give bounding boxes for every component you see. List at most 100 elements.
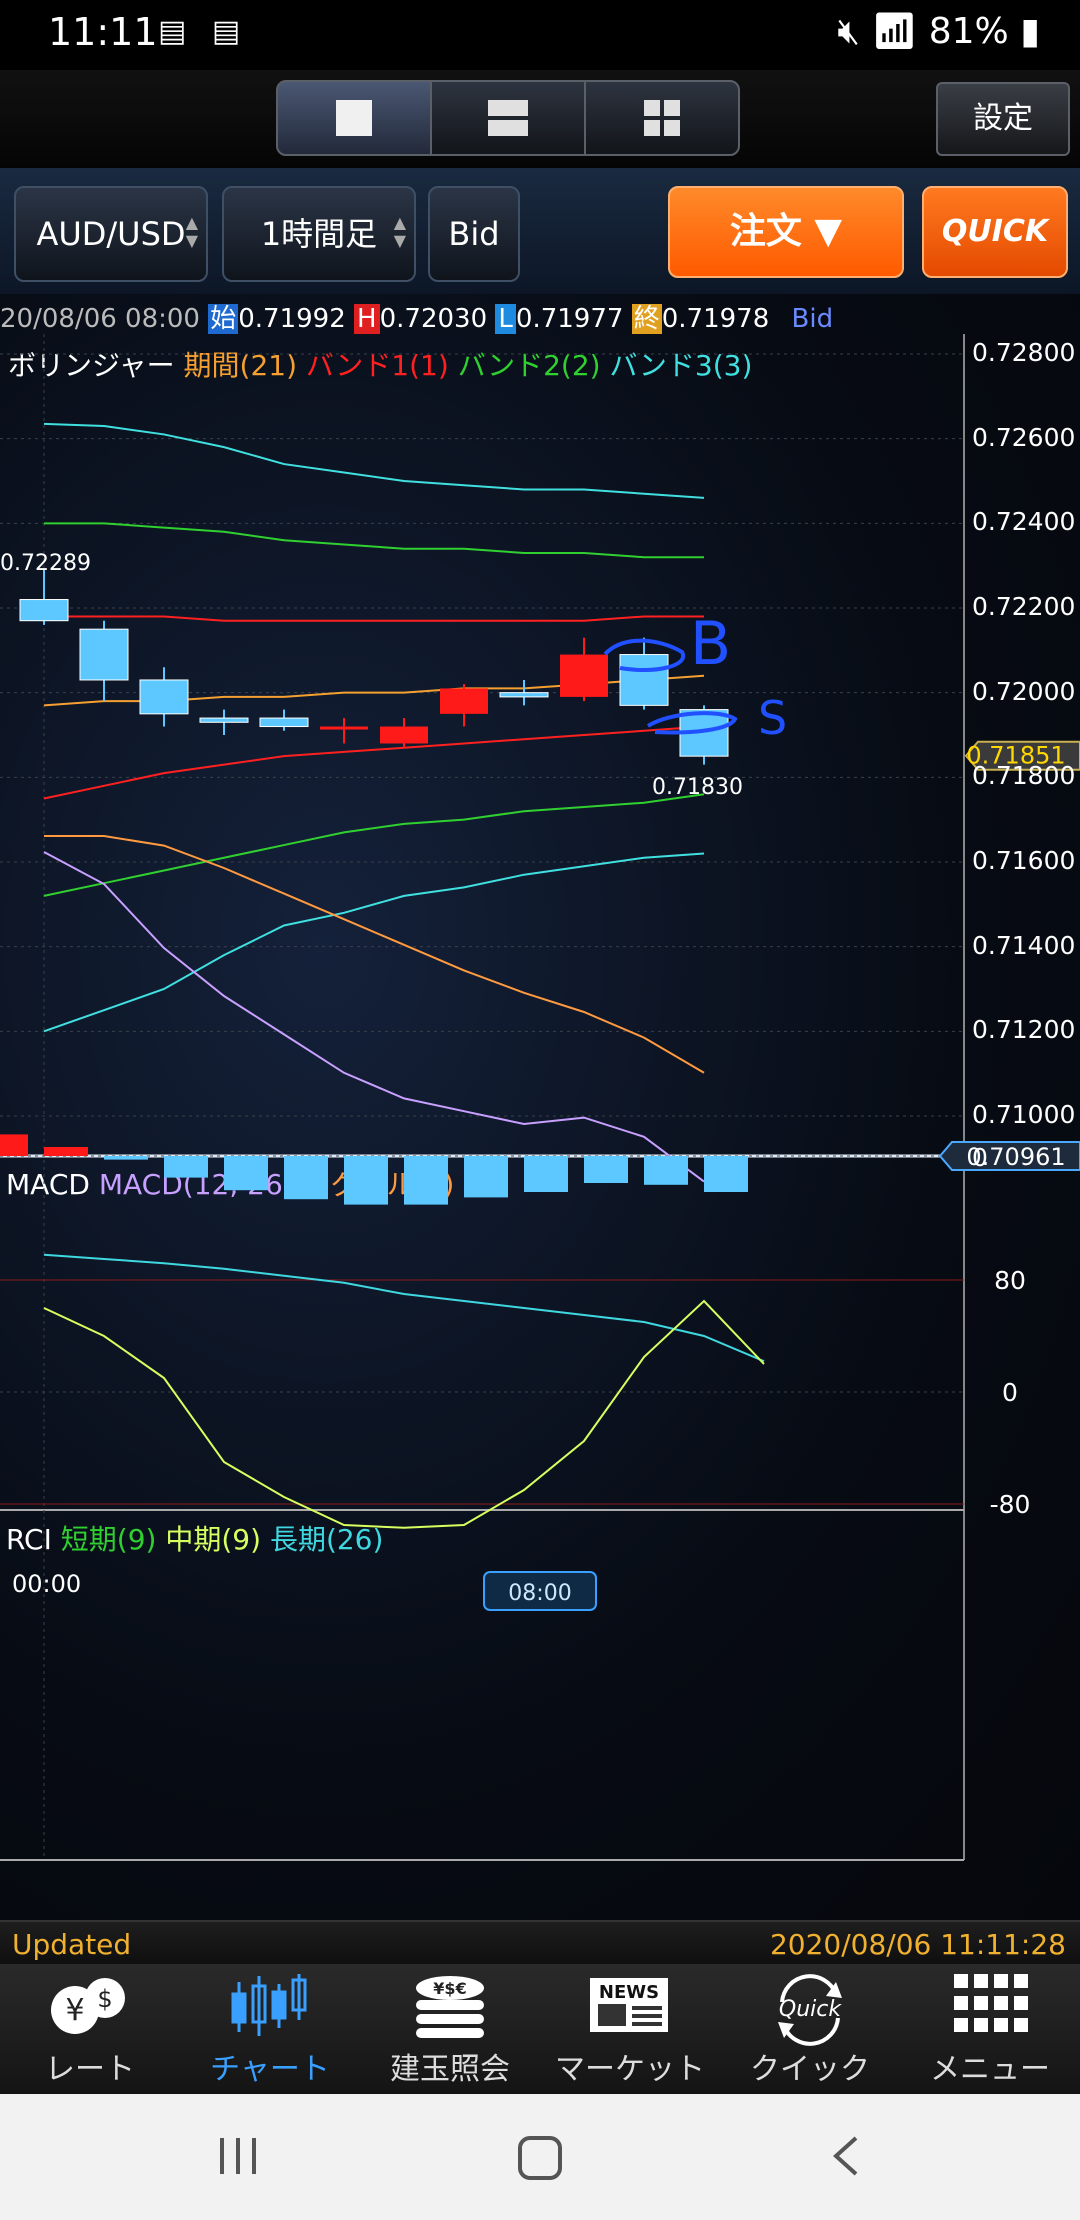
- price-tick-label: 0.72200: [972, 592, 1076, 621]
- nav-quick[interactable]: Quick クイック: [720, 1964, 900, 2094]
- macd-histogram-bar: [44, 1147, 88, 1156]
- spinner-icon: ▲ ▼: [185, 213, 198, 250]
- ohlc-readout: 20/08/06 08:00 始0.71992 H 0.72030 L 0.7197…: [0, 298, 833, 335]
- nav-market[interactable]: NEWS マーケット: [540, 1964, 720, 2094]
- nav-label: 建玉照会: [390, 2052, 510, 2087]
- layout-bar: 設定: [0, 70, 1080, 168]
- nav-positions[interactable]: ¥$€ 建玉照会: [360, 1964, 540, 2094]
- candle-body: [440, 688, 488, 714]
- bb-lower1-line: [43, 725, 705, 800]
- bb-upper2-line: [44, 522, 704, 559]
- candle-body: [139, 679, 189, 715]
- spinner-icon: ▲ ▼: [393, 213, 406, 250]
- low-price-label: 0.71830: [652, 775, 743, 800]
- status-right: 🔇︎ 📶︎ 81% ▮: [837, 10, 1040, 53]
- nav-label: マーケット: [555, 2052, 705, 2087]
- x-crosshair-tag: [483, 1571, 597, 1611]
- rci-tick-label: 80: [994, 1266, 1026, 1295]
- low-tag: L: [495, 304, 516, 334]
- settings-button[interactable]: 設定: [936, 82, 1070, 156]
- home-icon[interactable]: [516, 2134, 564, 2182]
- timeframe-label: 1時間足: [260, 215, 378, 253]
- macd-title: MACD: [6, 1168, 90, 1201]
- macd-histogram-bar: [584, 1156, 628, 1183]
- layout-split-button[interactable]: [430, 80, 586, 156]
- coins-icon: ¥$€: [416, 1976, 484, 2038]
- layout-single-button[interactable]: [276, 80, 432, 156]
- macd-histogram-bar: [284, 1156, 328, 1200]
- high-tag: H: [354, 304, 380, 334]
- open-value: 0.71992: [238, 304, 346, 334]
- candle-body: [199, 717, 249, 723]
- battery-level: 81%: [928, 11, 1009, 52]
- system-nav-bar: [0, 2094, 1080, 2220]
- price-tick-label: 0.71400: [972, 930, 1076, 960]
- macd-histogram-bar: [224, 1156, 268, 1191]
- high-price-label: 0.72289: [0, 551, 91, 576]
- rci-mid: 中期(9): [165, 1523, 262, 1556]
- macd-histogram-bar: [0, 1134, 28, 1156]
- nav-label: チャート: [210, 2052, 330, 2087]
- rci-tick-label: -80: [990, 1490, 1031, 1519]
- chart-icon: [231, 1974, 307, 2036]
- candle-body: [619, 654, 669, 706]
- nav-chart[interactable]: チャート: [180, 1964, 360, 2094]
- macd-histogram-bar: [164, 1156, 208, 1178]
- rci-legend: RCI 短期(9) 中期(9) 長期(26): [6, 1518, 383, 1558]
- nav-rate[interactable]: ¥ $ レート: [0, 1964, 180, 2094]
- high-value: 0.72030: [379, 304, 488, 334]
- rci-tick-label: 0: [1002, 1378, 1018, 1407]
- candle-body: [320, 726, 368, 730]
- ohlc-datetime: 20/08/06 08:00: [0, 304, 200, 334]
- nav-label: クイック: [750, 2052, 870, 2087]
- buy-annotation-label: B: [690, 609, 731, 679]
- macd-main-line: [43, 851, 705, 1183]
- x-label-start: 00:00: [12, 1570, 81, 1598]
- bb-upper3-line: [43, 422, 705, 499]
- macd-value-label: 0.70961: [966, 1143, 1065, 1171]
- candle-body: [19, 599, 69, 622]
- timeframe-selector[interactable]: 1時間足 ▲ ▼: [222, 186, 416, 282]
- chart-area[interactable]: [0, 294, 1080, 1920]
- bb-lower2-line: [43, 793, 705, 897]
- rci-short-line: [43, 1299, 765, 1529]
- svg-text:$: $: [97, 1985, 112, 2013]
- clock: 11:11: [48, 10, 158, 54]
- macd-histogram-bar: [464, 1156, 508, 1198]
- nav-label: メニュー: [930, 2052, 1050, 2087]
- update-status: Updated: [12, 1928, 132, 1961]
- candle-body: [79, 628, 129, 681]
- back-icon[interactable]: [826, 2134, 866, 2180]
- open-tag: 始: [208, 304, 239, 334]
- current-price-label: 0.71851: [966, 742, 1065, 770]
- chart-svg: 0.722890.718300.71851BS00.70961800-8000:…: [0, 334, 1080, 1861]
- split-layout-icon: [488, 100, 528, 136]
- symbol-label: AUD/USD: [36, 215, 186, 253]
- macd-zero-label: 0: [972, 1143, 988, 1172]
- rci-long-line: [43, 1253, 765, 1363]
- price-type-button[interactable]: Bid: [428, 186, 520, 282]
- symbol-selector[interactable]: AUD/USD ▲ ▼: [14, 186, 208, 282]
- quick-order-button[interactable]: QUICK: [922, 186, 1068, 278]
- nav-menu[interactable]: メニュー: [900, 1964, 1080, 2094]
- price-tick-label: 0.71600: [972, 846, 1076, 875]
- svg-text:¥: ¥: [65, 1993, 84, 2028]
- close-tag: 終: [631, 304, 662, 334]
- layout-grid-button[interactable]: [584, 80, 740, 156]
- macd-histogram-bar: [644, 1156, 688, 1185]
- quick-icon: Quick: [778, 1974, 842, 2046]
- bb-upper1-line: [44, 615, 704, 622]
- battery-icon: ▮: [1020, 11, 1040, 52]
- macd-histogram-bar: [704, 1156, 748, 1192]
- bb-lower3-line: [43, 852, 705, 1033]
- candle-body: [499, 692, 549, 698]
- macd-histogram-bar: [104, 1156, 148, 1160]
- recent-apps-icon[interactable]: [216, 2134, 260, 2180]
- order-button[interactable]: 注文 ▼: [668, 186, 904, 278]
- buy-annotation-mark: [603, 638, 686, 672]
- close-value: 0.71978: [661, 304, 770, 334]
- single-layout-icon: [336, 100, 372, 136]
- svg-text:¥$€: ¥$€: [433, 1979, 466, 1998]
- grid-layout-icon: [644, 100, 680, 136]
- rci-short: 短期(9): [60, 1523, 157, 1556]
